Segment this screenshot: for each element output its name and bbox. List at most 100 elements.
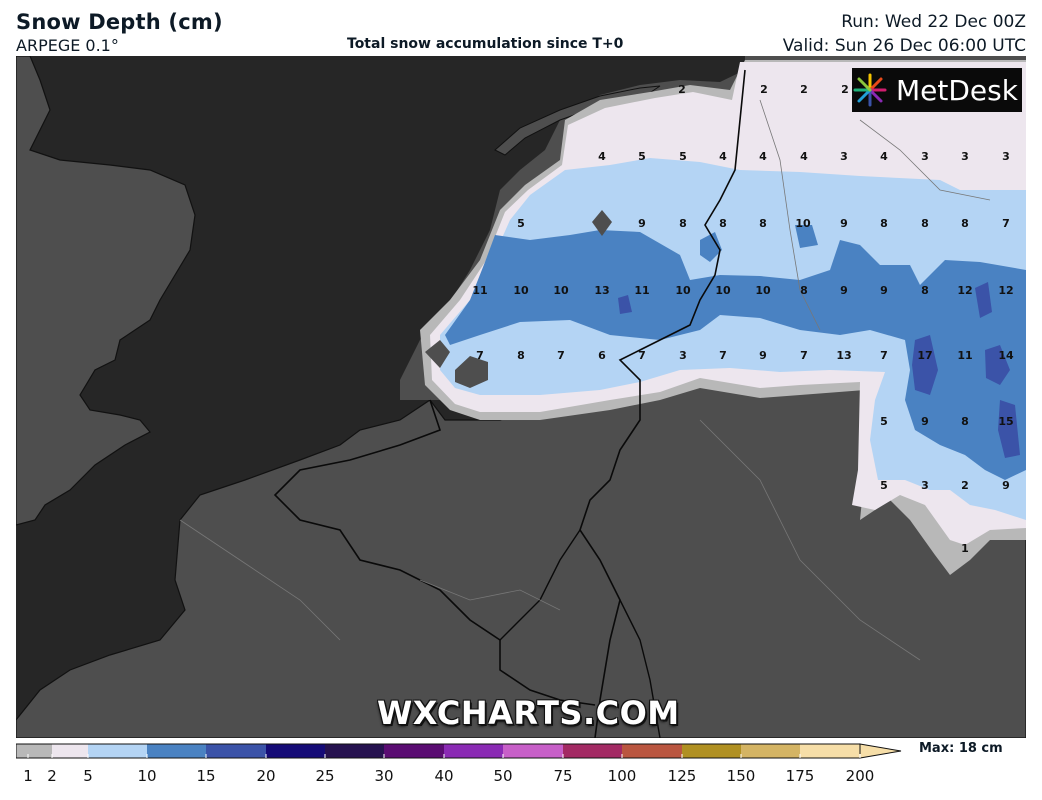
scale-tick-label: 30 <box>374 767 393 785</box>
scale-swatch <box>682 744 741 758</box>
snow-value-label: 3 <box>1002 150 1010 163</box>
snow-blob-10cm <box>700 232 722 262</box>
scale-tick-label: 100 <box>608 767 637 785</box>
scale-swatch <box>800 744 860 758</box>
region-border <box>419 579 561 611</box>
valid-time: Valid: Sun 26 Dec 06:00 UTC <box>782 36 1026 56</box>
snow-value-label: 7 <box>1002 217 1010 230</box>
coastal-cell <box>455 356 488 388</box>
watermark: WXCHARTS.COM <box>377 694 680 732</box>
snow-value-label: 9 <box>840 217 848 230</box>
model-label: ARPEGE 0.1° <box>16 36 119 55</box>
snow-value-label: 11 <box>634 284 649 297</box>
snow-value-label: 6 <box>598 349 606 362</box>
snow-value-label: 11 <box>472 284 487 297</box>
scale-swatch <box>503 744 563 758</box>
england-landmass <box>16 56 196 526</box>
scale-swatch <box>741 744 800 758</box>
snow-value-label: 2 <box>800 83 808 96</box>
scale-tick-label: 10 <box>137 767 156 785</box>
scale-swatch <box>206 744 266 758</box>
snow-value-label: 11 <box>957 349 972 362</box>
snow-value-label: 9 <box>880 284 888 297</box>
wadden-islands <box>494 85 661 156</box>
snow-value-label: 8 <box>880 217 888 230</box>
snow-value-label: 7 <box>719 349 727 362</box>
snow-value-label: 9 <box>759 349 767 362</box>
snow-value-label: 3 <box>840 150 848 163</box>
region-border <box>859 119 991 201</box>
colour-scale-legend: 1 2 5 10 15 20 25 30 40 50 75 100 125 150 175 200 <box>16 743 902 785</box>
snow-value-label: 4 <box>719 150 727 163</box>
snow-band-15cm <box>985 345 1010 385</box>
coastal-cell <box>592 210 612 236</box>
snow-value-label: 12 <box>998 284 1013 297</box>
country-border <box>619 599 661 738</box>
snow-value-label: 7 <box>800 349 808 362</box>
snow-value-label: 10 <box>553 284 569 297</box>
snow-value-label: 8 <box>517 349 525 362</box>
snow-depth-map: 2 2 2 2 4 5 5 4 4 4 3 4 3 3 3 5 9 8 8 8 10 9 8 8 8 7 11 10 10 13 11 10 1… <box>16 56 1026 738</box>
snow-value-label: 7 <box>476 349 484 362</box>
snow-value-label: 8 <box>759 217 767 230</box>
scale-swatch <box>325 744 384 758</box>
snow-value-label: 8 <box>961 415 969 428</box>
snow-value-label: 9 <box>840 284 848 297</box>
snow-value-label: 10 <box>755 284 771 297</box>
max-value-label: Max: 18 cm <box>919 741 1003 756</box>
scale-swatch <box>16 744 52 758</box>
scale-tick-label: 125 <box>668 767 697 785</box>
scale-tick-label: 20 <box>256 767 275 785</box>
snow-value-label: 5 <box>679 150 687 163</box>
snow-value-label: 4 <box>759 150 767 163</box>
run-time: Run: Wed 22 Dec 00Z <box>841 12 1026 32</box>
snow-value-label: 9 <box>1002 479 1010 492</box>
snow-value-label: 8 <box>961 217 969 230</box>
snow-value-label: 8 <box>800 284 808 297</box>
scale-tick-label: 200 <box>846 767 875 785</box>
snow-value-label: 12 <box>957 284 972 297</box>
scale-arrow <box>859 743 902 759</box>
snow-value-label: 15 <box>998 415 1013 428</box>
snow-band-15cm <box>618 295 632 314</box>
metdesk-flower-icon <box>853 73 887 107</box>
snow-value-label: 10 <box>795 217 811 230</box>
scale-tick-label: 175 <box>786 767 815 785</box>
scale-tick-label: 15 <box>196 767 215 785</box>
snow-value-label: 17 <box>917 349 932 362</box>
snow-value-label: 5 <box>880 479 888 492</box>
snow-value-label: 13 <box>594 284 609 297</box>
snow-band-15cm <box>975 282 992 318</box>
snow-value-label: 7 <box>557 349 565 362</box>
scale-tick-label: 150 <box>727 767 756 785</box>
snow-value-label: 5 <box>638 150 646 163</box>
snow-value-label: 3 <box>921 479 929 492</box>
snow-blob-10cm <box>795 225 818 248</box>
snow-band-15cm <box>998 400 1020 458</box>
map-title: Snow Depth (cm) <box>16 10 223 34</box>
country-border <box>499 529 581 641</box>
snow-value-label: 13 <box>836 349 851 362</box>
snow-value-label: 3 <box>961 150 969 163</box>
snow-value-label: 14 <box>998 349 1014 362</box>
snow-value-label: 8 <box>921 217 929 230</box>
scale-tick-label: 5 <box>83 767 93 785</box>
snow-value-labels: 2 2 2 24 5 5 4 4 4 3 4 3 3 35 9 8 8 8 10 9 8 8 8 711 10 10 13 11 10 1… <box>472 83 1014 555</box>
snow-value-label: 4 <box>800 150 808 163</box>
region-border <box>179 519 341 641</box>
snow-value-label: 2 <box>961 479 969 492</box>
snow-value-label: 4 <box>598 150 606 163</box>
scale-swatch <box>147 744 206 758</box>
snow-value-label: 9 <box>638 217 646 230</box>
map-subtitle: Total snow accumulation since T+0 <box>347 36 624 52</box>
scale-tick-label: 50 <box>493 767 512 785</box>
snow-value-label: 9 <box>921 415 929 428</box>
scale-tick-label: 40 <box>434 767 453 785</box>
snow-value-label: 2 <box>760 83 768 96</box>
snow-value-label: 10 <box>513 284 529 297</box>
snow-value-label: 1 <box>961 542 969 555</box>
snow-value-label: 7 <box>638 349 646 362</box>
snow-value-label: 8 <box>921 284 929 297</box>
region-border <box>759 99 821 331</box>
scale-swatch <box>384 744 444 758</box>
